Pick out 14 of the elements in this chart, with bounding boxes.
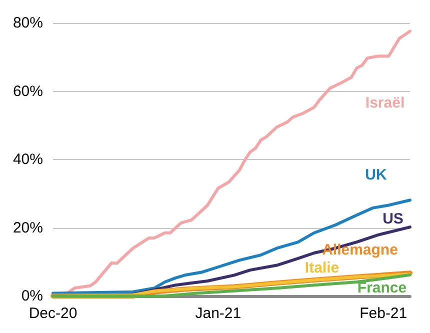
y-tick-label: 40% — [12, 151, 43, 168]
x-tick-label: Dec-20 — [28, 305, 78, 322]
y-tick-label: 20% — [12, 219, 43, 236]
y-tick-label: 0% — [21, 288, 43, 304]
series-label: UK — [365, 166, 387, 184]
series-label: Allemagne — [322, 242, 398, 258]
series-label: France — [357, 280, 407, 296]
series-label: Italie — [304, 260, 340, 276]
series-label: Israël — [365, 94, 405, 112]
series-label: US — [382, 210, 404, 228]
x-tick-label: Jan-21 — [195, 305, 242, 322]
y-tick-label: 60% — [12, 82, 43, 100]
y-tick-label: 80% — [12, 14, 43, 32]
x-tick-label: Feb-21 — [360, 305, 408, 322]
